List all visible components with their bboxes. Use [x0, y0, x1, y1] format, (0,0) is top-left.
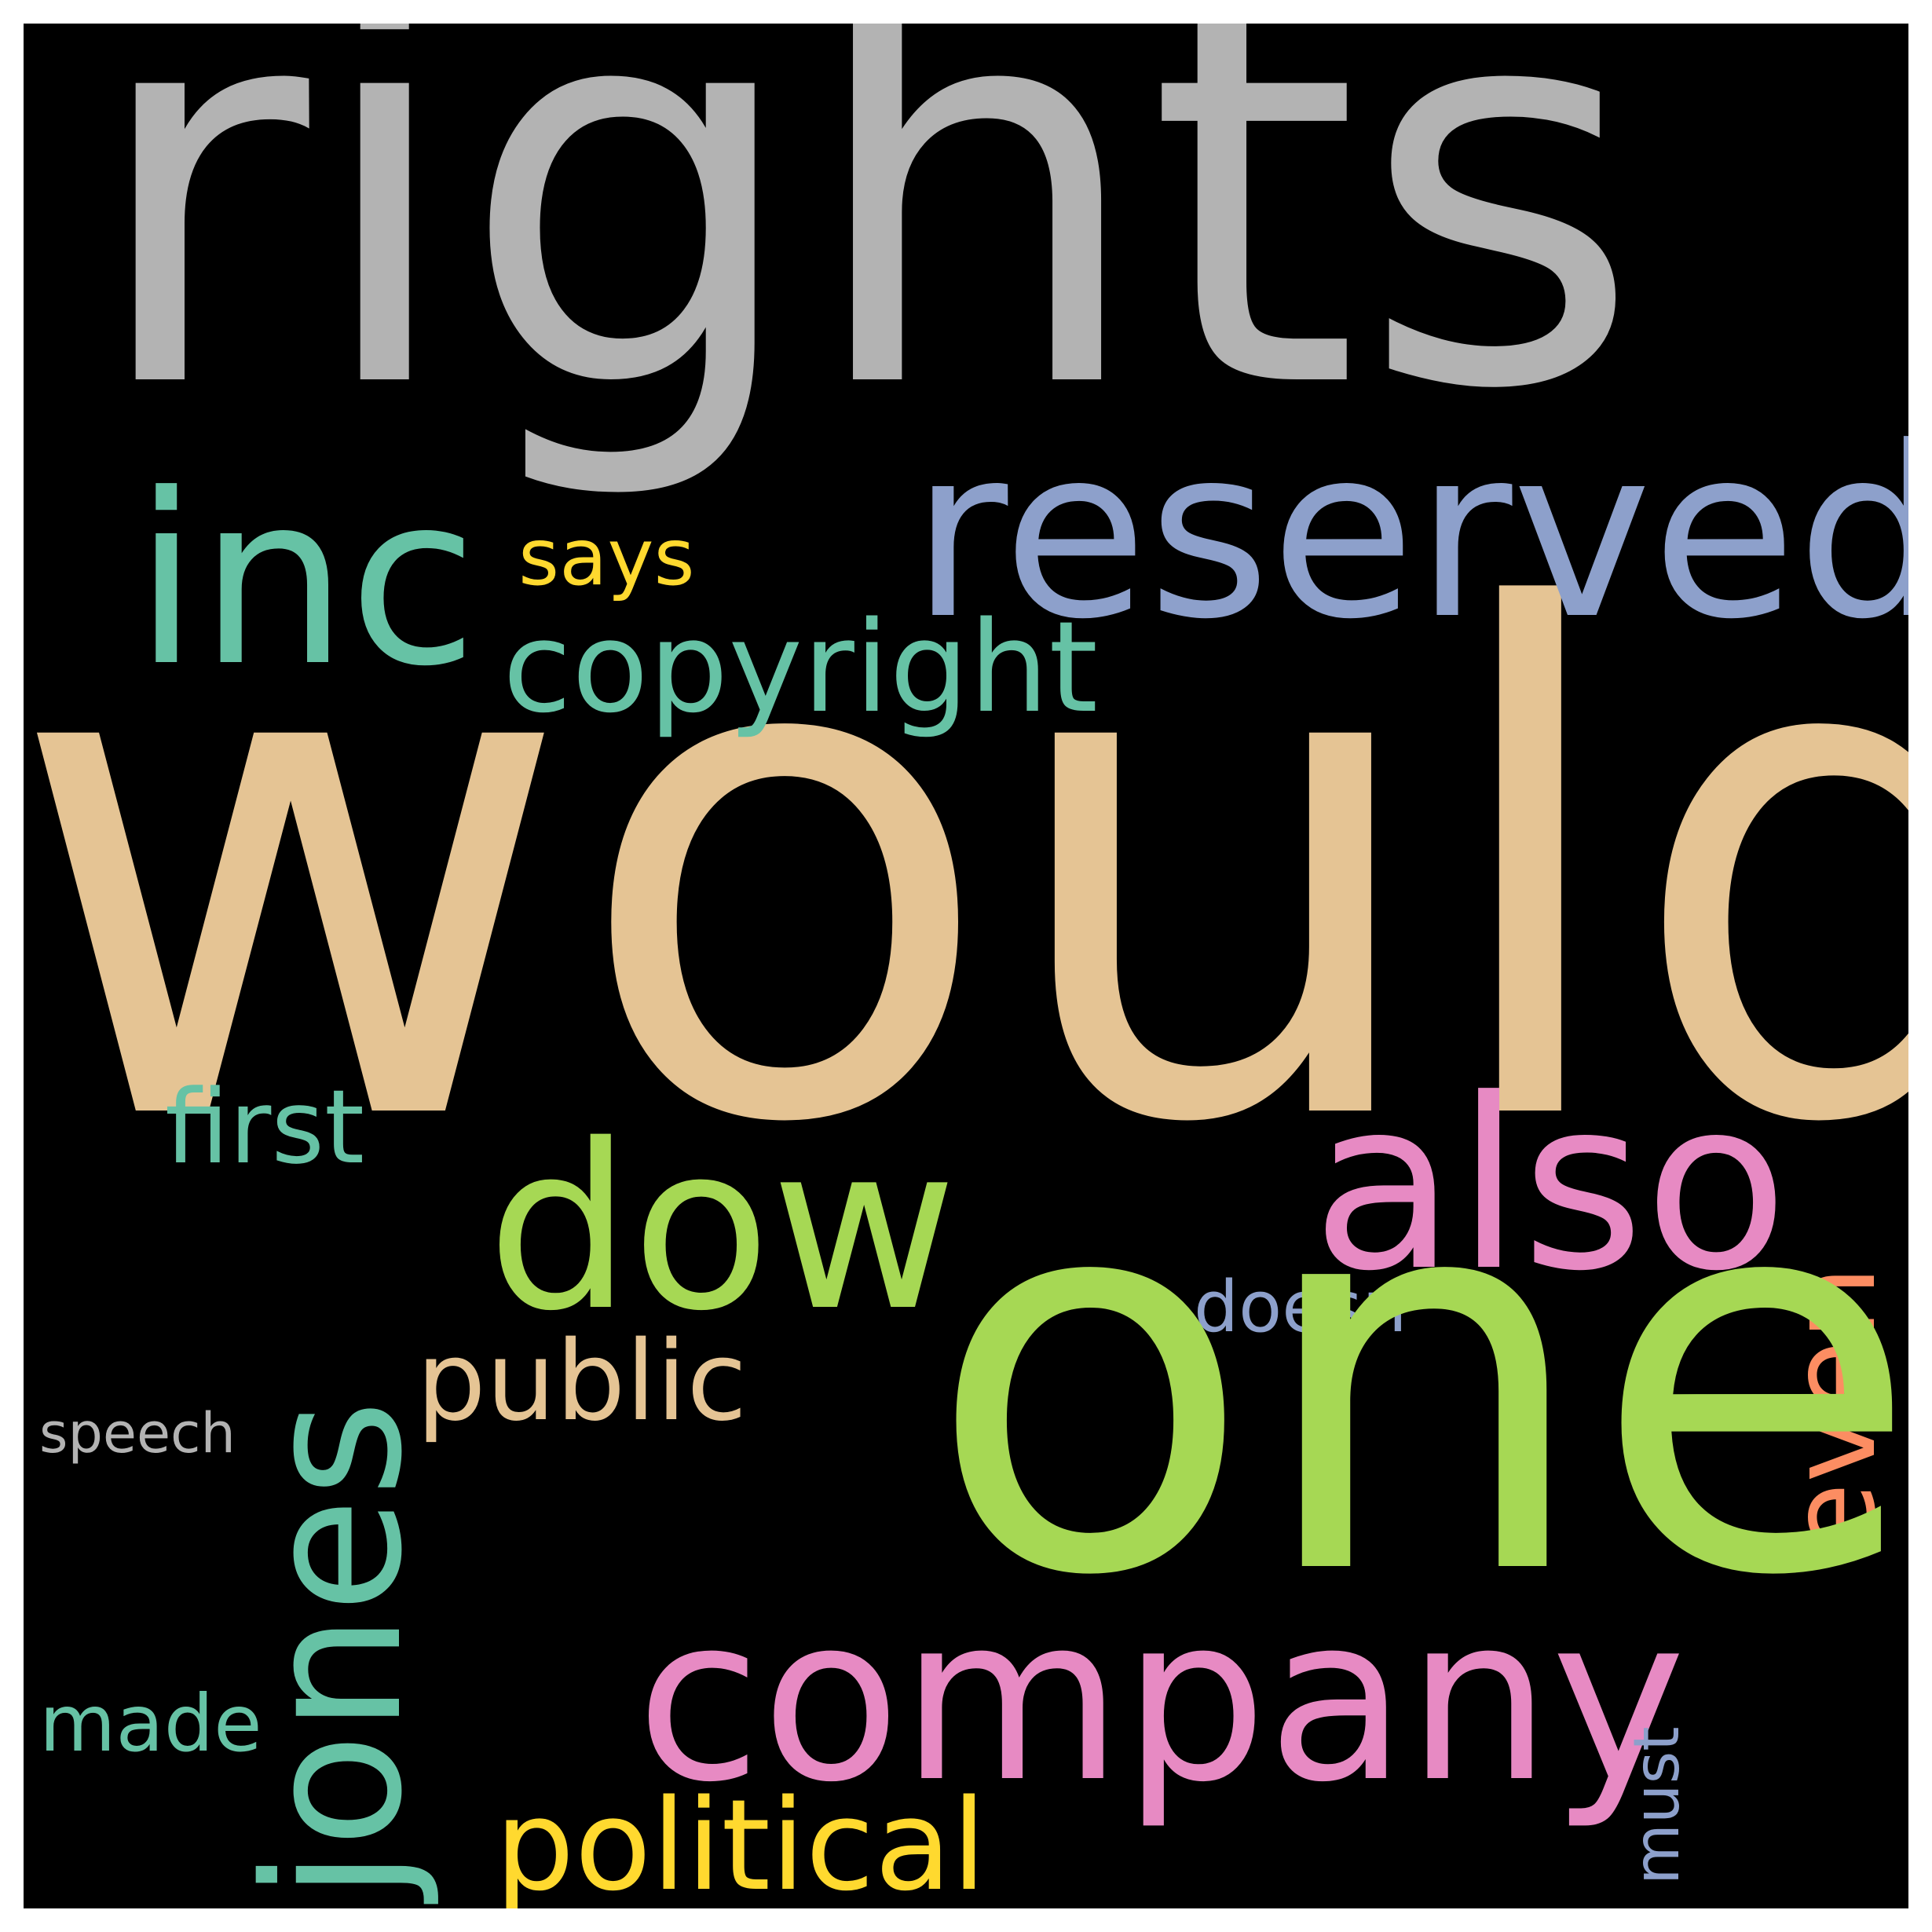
- word-political: political: [495, 1772, 987, 1908]
- word-jones: jones: [224, 1399, 444, 1901]
- word-must: must: [1620, 1726, 1693, 1885]
- word-one: one: [927, 1071, 1908, 1692]
- word-company: company: [636, 1568, 1686, 1832]
- word-also: also: [1312, 1048, 1789, 1323]
- word-cloud-canvas: rights would reserved inc says copyright…: [24, 24, 1908, 1908]
- word-reserved: reserved: [911, 397, 1908, 671]
- word-copyright: copyright: [503, 594, 1099, 741]
- word-would: would: [24, 469, 1908, 1274]
- word-speech: speech: [39, 1401, 236, 1465]
- word-first: first: [165, 1067, 365, 1187]
- word-rights: rights: [86, 24, 1642, 507]
- word-dow: dow: [487, 1096, 957, 1361]
- word-says: says: [518, 511, 695, 603]
- word-public: public: [416, 1318, 748, 1446]
- word-inc: inc: [134, 444, 478, 718]
- word-doesn: doesn: [1194, 1266, 1407, 1348]
- word-made: made: [39, 1678, 262, 1769]
